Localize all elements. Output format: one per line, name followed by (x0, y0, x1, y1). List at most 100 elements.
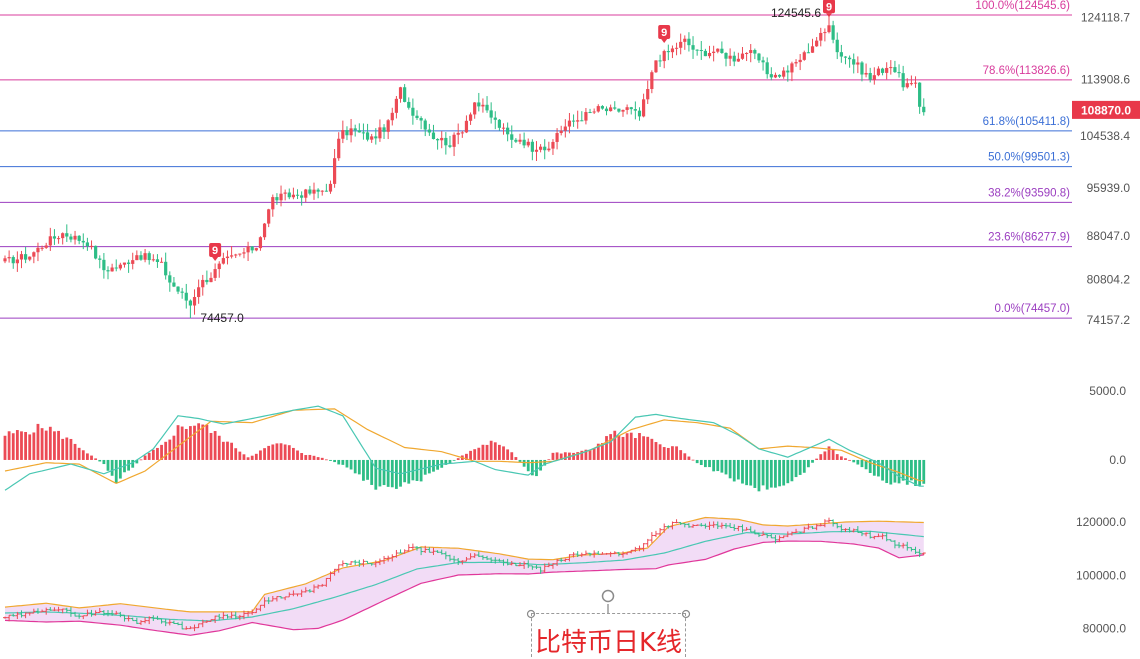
macd-histogram-bar (20, 431, 23, 460)
boll-band-fill (5, 517, 924, 636)
candle-body (646, 89, 650, 100)
annotation-handle-right[interactable] (681, 609, 691, 619)
td-marker (209, 243, 222, 258)
candle-body (885, 67, 889, 73)
macd-histogram-bar (395, 459, 398, 489)
macd-histogram-bar (473, 449, 477, 460)
candle-body (24, 254, 28, 260)
candle-body (918, 82, 922, 107)
candle-body (893, 67, 897, 73)
candle-body (897, 72, 901, 74)
candle-body (477, 102, 481, 107)
macd-histogram-bar (452, 459, 456, 461)
boll-axis-tick: 120000.0 (1076, 515, 1126, 529)
macd-histogram-bar (382, 459, 386, 486)
annotation-pin[interactable] (526, 589, 691, 619)
macd-histogram-bar (576, 452, 580, 460)
candle-body (40, 247, 44, 249)
macd-histogram-bar (271, 444, 275, 460)
macd-histogram-bar (716, 459, 720, 472)
macd-histogram-bar (489, 440, 493, 460)
macd-histogram-bar (386, 459, 390, 487)
macd-histogram-bar (147, 452, 151, 460)
candle-body (151, 259, 155, 261)
macd-histogram-bar (287, 445, 291, 460)
td-marker-label: 9 (826, 1, 832, 13)
candle-body (15, 259, 19, 264)
candle-body (679, 41, 683, 48)
candle-body (600, 106, 604, 109)
macd-histogram-bar (617, 435, 621, 460)
macd-histogram-bar (250, 455, 254, 460)
macd-histogram-bar (279, 443, 283, 460)
macd-histogram-bar (638, 433, 641, 460)
candle-body (217, 263, 221, 270)
macd-histogram-bar (341, 459, 345, 465)
macd-histogram-bar (370, 459, 374, 485)
macd-histogram-bar (176, 425, 180, 460)
macd-histogram-bar (308, 454, 312, 460)
candle-body (909, 83, 913, 85)
candle-body (732, 55, 736, 62)
boll-axis-tick: 80000.0 (1083, 621, 1127, 635)
macd-histogram-bar (596, 443, 600, 460)
candle-body (275, 197, 279, 201)
macd-histogram-bar (324, 459, 328, 461)
candle-body (501, 127, 506, 129)
candle-body (745, 52, 749, 54)
candle-body (481, 104, 485, 107)
candle-body (98, 258, 102, 260)
macd-histogram-bar (856, 459, 860, 465)
candle-body (271, 197, 275, 210)
candle-body (596, 106, 600, 112)
macd-histogram-bar (444, 459, 448, 465)
macd-histogram-bar (7, 431, 11, 460)
price-axis-tick: 113908.6 (1081, 72, 1130, 86)
macd-histogram-bar (704, 459, 707, 468)
candle-body (782, 70, 786, 77)
macd-histogram-bar (807, 459, 810, 468)
macd-histogram-bar (753, 459, 757, 488)
macd-histogram-bar (135, 459, 139, 464)
macd-histogram-bar (877, 459, 880, 477)
macd-histogram-bar (848, 459, 851, 461)
candle-body (225, 256, 230, 259)
macd-histogram-bar (403, 459, 407, 483)
macd-histogram-bar (114, 459, 118, 484)
macd-histogram-bar (815, 458, 819, 460)
candle-body (683, 38, 687, 42)
candle-body (604, 108, 609, 112)
macd-histogram-bar (106, 459, 110, 471)
macd-histogram-bar (555, 452, 559, 460)
macd-histogram-bar (345, 459, 349, 468)
macd-histogram-bar (333, 459, 336, 463)
macd-histogram-bar (539, 459, 542, 471)
candle-body (642, 99, 646, 117)
macd-histogram-bar (234, 448, 238, 460)
low-price-label: 74457.0 (200, 311, 244, 325)
macd-pane: 5000.0 0.0 (3, 384, 1126, 492)
macd-histogram-bar (757, 459, 761, 492)
candle-body (246, 246, 250, 253)
candle-body (654, 60, 658, 73)
candle-body (234, 254, 238, 256)
price-axis-tick: 95939.0 (1087, 181, 1131, 195)
macd-histogram-bar (872, 459, 876, 476)
candle-body (188, 300, 192, 306)
candle-body (876, 68, 881, 76)
macd-histogram-bar (798, 459, 802, 475)
macd-histogram-bar (901, 459, 905, 481)
macd-histogram-bar (819, 454, 823, 460)
candle-body (201, 279, 205, 288)
candle-body (267, 209, 271, 224)
candle-body (543, 146, 547, 151)
annotation-pin-icon[interactable] (601, 589, 615, 603)
macd-histogram-bar (221, 441, 225, 460)
annotation-box[interactable] (531, 613, 686, 657)
macd-histogram-bar (357, 459, 361, 475)
candle-body (48, 236, 52, 246)
macd-histogram-bar (36, 423, 40, 460)
macd-histogram-bar (621, 436, 625, 460)
candle-body (848, 57, 852, 60)
